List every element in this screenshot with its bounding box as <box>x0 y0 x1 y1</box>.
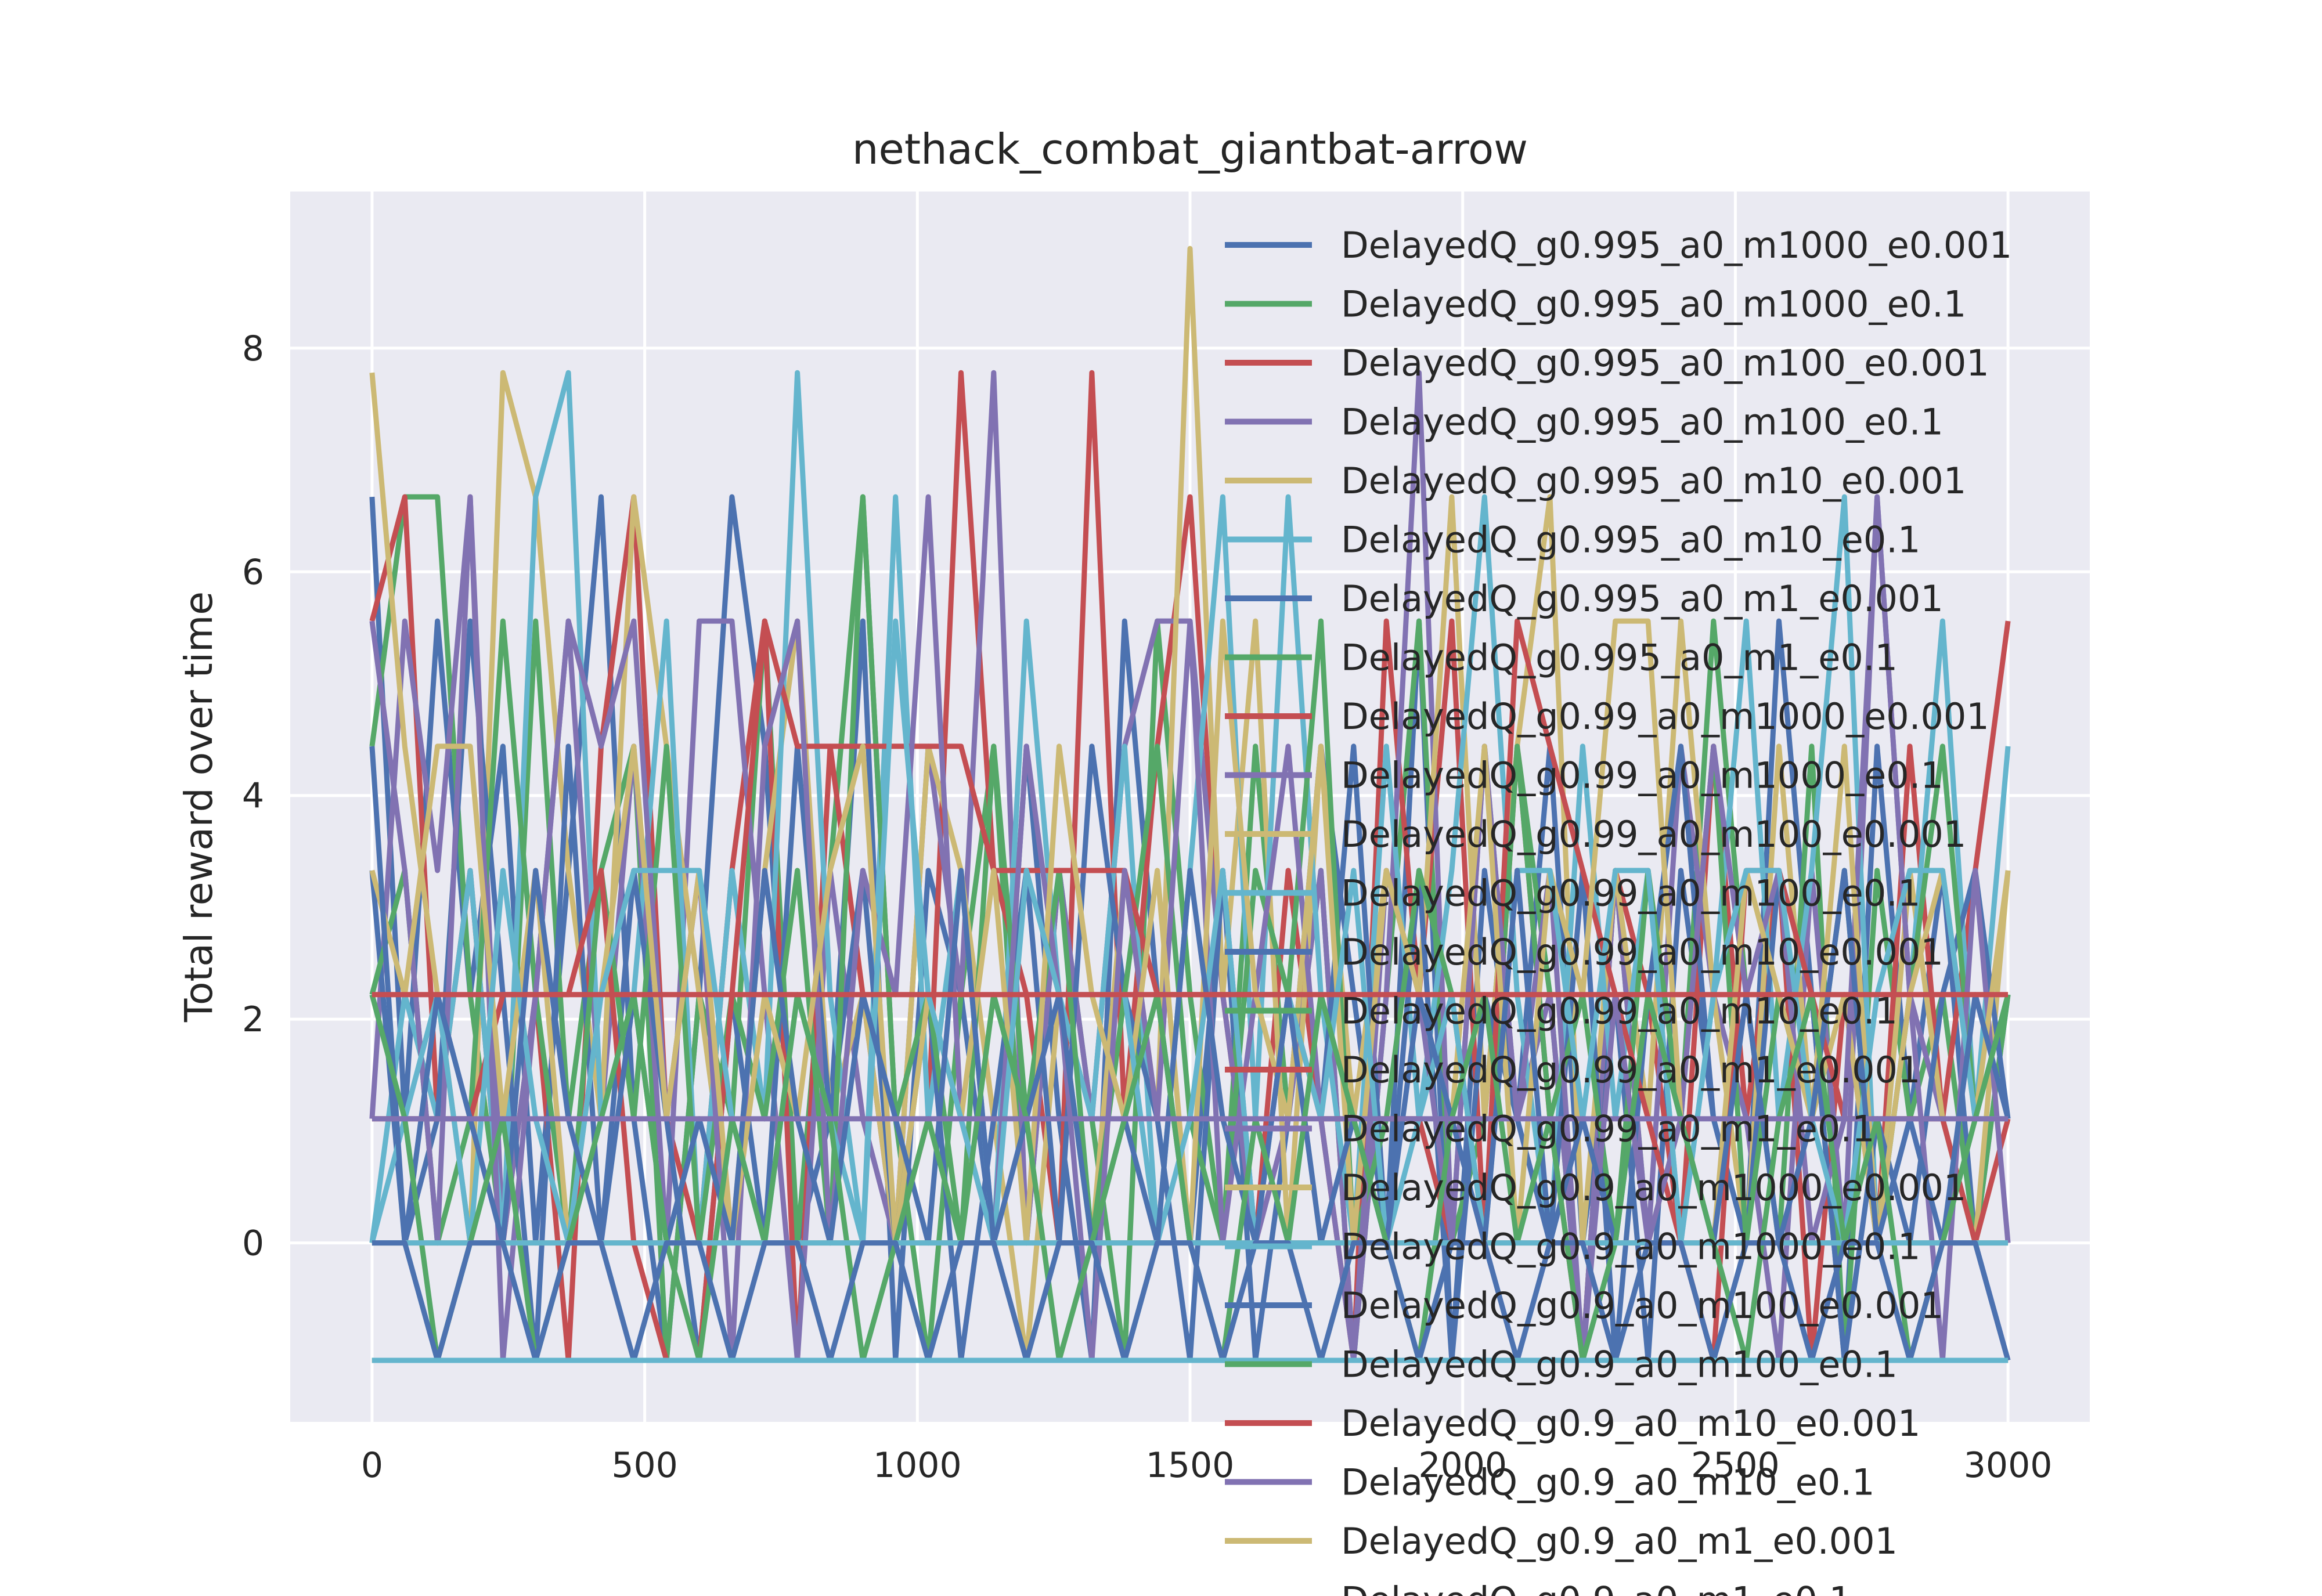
legend-entry: DelayedQ_g0.9_a0_m100_e0.001 <box>1341 1284 1944 1327</box>
legend-entry: DelayedQ_g0.995_a0_m1000_e0.1 <box>1341 283 1966 326</box>
x-tick-labels: 0 500 1000 1500 2000 2500 3000 <box>361 1445 2053 1486</box>
legend-entry: DelayedQ_g0.99_a0_m1000_e0.1 <box>1341 754 1944 797</box>
legend-entry: DelayedQ_g0.995_a0_m10_e0.1 <box>1341 519 1920 561</box>
legend-entry: DelayedQ_g0.995_a0_m1000_e0.001 <box>1341 224 2012 266</box>
legend: DelayedQ_g0.995_a0_m1000_e0.001 DelayedQ_… <box>1225 224 2012 1596</box>
x-tick-label: 500 <box>611 1445 678 1486</box>
legend-entry: DelayedQ_g0.9_a0_m100_e0.1 <box>1341 1344 1898 1386</box>
legend-entry: DelayedQ_g0.99_a0_m1000_e0.001 <box>1341 695 1989 738</box>
series-line-5 <box>369 245 2011 1363</box>
legend-entry: DelayedQ_g0.995_a0_m1_e0.001 <box>1341 577 1944 620</box>
x-tick-label: 1500 <box>1146 1445 1235 1486</box>
x-tick-label: 3000 <box>1964 1445 2053 1486</box>
y-tick-label: 4 <box>242 776 264 817</box>
x-tick-label: 1000 <box>873 1445 962 1486</box>
series-line-19 <box>372 1240 2011 1363</box>
legend-entry: DelayedQ_g0.9_a0_m1000_e0.1 <box>1341 1226 1920 1268</box>
x-tick-label: 2500 <box>1691 1445 1780 1486</box>
legend-entry: DelayedQ_g0.99_a0_m100_e0.1 <box>1341 872 1920 915</box>
legend-entry: DelayedQ_g0.995_a0_m1_e0.1 <box>1341 637 1898 679</box>
legend-entry: DelayedQ_g0.99_a0_m1_e0.1 <box>1341 1108 1875 1150</box>
y-tick-label: 8 <box>242 328 264 369</box>
legend-entry: DelayedQ_g0.9_a0_m10_e0.001 <box>1341 1402 1920 1445</box>
legend-entry: DelayedQ_g0.9_a0_m1_e0.1 <box>1341 1579 1852 1596</box>
chart-title: nethack_combat_giantbat-arrow <box>852 125 1528 174</box>
legend-entry: DelayedQ_g0.9_a0_m10_e0.1 <box>1341 1461 1875 1504</box>
legend-entry: DelayedQ_g0.99_a0_m10_e0.1 <box>1341 990 1898 1032</box>
y-tick-labels: 0 2 4 6 8 <box>242 328 264 1264</box>
legend-entry: DelayedQ_g0.995_a0_m100_e0.1 <box>1341 401 1944 443</box>
y-tick-label: 0 <box>242 1223 264 1264</box>
x-tick-label: 0 <box>361 1445 383 1486</box>
legend-entry: DelayedQ_g0.99_a0_m100_e0.001 <box>1341 813 1966 855</box>
legend-entry: DelayedQ_g0.995_a0_m10_e0.001 <box>1341 460 1966 502</box>
y-tick-label: 2 <box>242 999 264 1040</box>
legend-entry: DelayedQ_g0.9_a0_m1000_e0.001 <box>1341 1167 1966 1209</box>
y-axis-label: Total reward over time <box>176 591 221 1023</box>
legend-entry: DelayedQ_g0.9_a0_m1_e0.001 <box>1341 1520 1898 1562</box>
y-tick-label: 6 <box>242 552 264 593</box>
legend-entry: DelayedQ_g0.99_a0_m10_e0.001 <box>1341 931 1944 973</box>
legend-entry: DelayedQ_g0.99_a0_m1_e0.001 <box>1341 1049 1920 1091</box>
series-layer <box>369 245 2011 1363</box>
legend-entry: DelayedQ_g0.995_a0_m100_e0.001 <box>1341 342 1989 384</box>
x-tick-label: 2000 <box>1418 1445 1507 1486</box>
